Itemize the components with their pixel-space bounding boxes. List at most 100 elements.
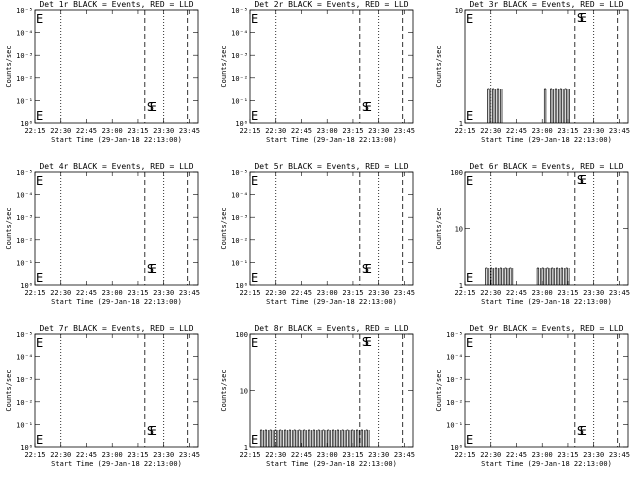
x-tick-label: 23:30 xyxy=(153,451,174,459)
plot-frame xyxy=(464,9,629,124)
x-tick-label: 23:00 xyxy=(532,451,553,459)
x-tick-label: 23:00 xyxy=(532,127,553,135)
start-marker: S xyxy=(362,335,369,349)
y-tick-label: 10⁻² xyxy=(16,237,33,245)
x-tick-label: 22:15 xyxy=(454,127,475,135)
y-tick-label: 10⁻⁵ xyxy=(16,7,33,15)
panel-title: Det 5r BLACK = Events, RED = LLD xyxy=(254,162,408,171)
panel-det-3: Det 3r BLACK = Events, RED = LLD Counts/s… xyxy=(435,0,630,144)
x-axis-label: Start Time (29-Jan-18 22:13:00) xyxy=(266,460,397,468)
y-tick-label: 10⁻³ xyxy=(446,376,463,384)
y-tick-label: 10⁻⁵ xyxy=(231,7,248,15)
x-tick-label: 23:45 xyxy=(179,289,200,297)
y-tick-label: 10⁻² xyxy=(231,237,248,245)
x-tick-label: 22:45 xyxy=(291,127,312,135)
end-marker-top: E xyxy=(466,174,473,188)
y-tick-label: 10⁻² xyxy=(446,399,463,407)
end-marker-mid: E xyxy=(365,335,372,349)
y-axis-label: Counts/sec xyxy=(220,369,228,411)
x-tick-label: 23:15 xyxy=(127,127,148,135)
x-tick-label: 23:00 xyxy=(102,289,123,297)
y-tick-label: 10⁻⁵ xyxy=(16,169,33,177)
end-marker-mid: E xyxy=(150,262,157,276)
x-tick-label: 23:15 xyxy=(557,127,578,135)
panel-title: Det 3r BLACK = Events, RED = LLD xyxy=(469,0,623,9)
y-tick-label: 10⁻³ xyxy=(16,52,33,60)
events-series-segment xyxy=(536,267,570,285)
panel-det-1: Det 1r BLACK = Events, RED = LLD Counts/s… xyxy=(5,0,200,144)
x-tick-label: 22:30 xyxy=(480,451,501,459)
y-tick-label: 10⁻⁴ xyxy=(16,192,33,200)
x-tick-label: 22:30 xyxy=(50,289,71,297)
start-marker: S xyxy=(147,262,154,276)
x-tick-label: 23:30 xyxy=(583,127,604,135)
x-tick-label: 22:45 xyxy=(291,451,312,459)
end-marker: E xyxy=(466,433,473,447)
x-tick-label: 23:00 xyxy=(317,289,338,297)
y-tick-label: 10⁻⁴ xyxy=(446,354,463,362)
y-tick-label: 10 xyxy=(240,388,248,396)
x-tick-label: 23:00 xyxy=(317,127,338,135)
x-axis-label: Start Time (29-Jan-18 22:13:00) xyxy=(481,460,612,468)
y-axis-label: Counts/sec xyxy=(5,45,13,87)
x-axis-label: Start Time (29-Jan-18 22:13:00) xyxy=(51,136,182,144)
x-tick-label: 23:15 xyxy=(342,451,363,459)
x-tick-label: 22:15 xyxy=(24,289,45,297)
y-axis-label: Counts/sec xyxy=(435,45,443,87)
plot-frame xyxy=(34,9,199,124)
x-tick-label: 22:30 xyxy=(50,451,71,459)
y-tick-label: 10⁻⁵ xyxy=(16,331,33,339)
y-tick-label: 1 xyxy=(459,282,463,290)
x-tick-label: 23:30 xyxy=(368,289,389,297)
x-axis-label: Start Time (29-Jan-18 22:13:00) xyxy=(266,136,397,144)
x-tick-label: 23:00 xyxy=(102,127,123,135)
y-tick-label: 10⁻⁴ xyxy=(16,354,33,362)
x-tick-label: 22:45 xyxy=(506,127,527,135)
x-tick-label: 23:00 xyxy=(532,289,553,297)
end-marker-top: E xyxy=(251,174,258,188)
y-tick-label: 10⁰ xyxy=(235,120,248,128)
x-tick-label: 23:15 xyxy=(342,127,363,135)
panel-det-5: Det 5r BLACK = Events, RED = LLD Counts/s… xyxy=(220,162,415,306)
x-tick-label: 22:15 xyxy=(239,451,260,459)
plot-frame xyxy=(464,333,629,448)
x-tick-label: 22:45 xyxy=(506,451,527,459)
y-tick-label: 10⁻² xyxy=(231,75,248,83)
end-marker-top: E xyxy=(36,174,43,188)
end-marker-mid: E xyxy=(150,424,157,438)
x-tick-label: 23:30 xyxy=(583,451,604,459)
x-tick-label: 23:45 xyxy=(609,127,630,135)
start-marker: S xyxy=(577,424,584,438)
panel-title: Det 4r BLACK = Events, RED = LLD xyxy=(39,162,193,171)
end-marker-mid: E xyxy=(580,173,587,187)
x-tick-label: 22:15 xyxy=(454,289,475,297)
end-marker: E xyxy=(251,433,258,447)
y-tick-label: 10⁻¹ xyxy=(231,97,248,105)
x-tick-label: 22:15 xyxy=(239,289,260,297)
x-tick-label: 23:15 xyxy=(127,289,148,297)
start-marker: S xyxy=(577,11,584,25)
panel-title: Det 7r BLACK = Events, RED = LLD xyxy=(39,324,193,333)
y-tick-label: 100 xyxy=(450,169,463,177)
x-tick-label: 23:15 xyxy=(342,289,363,297)
y-tick-label: 10⁻³ xyxy=(16,214,33,222)
panel-title: Det 8r BLACK = Events, RED = LLD xyxy=(254,324,408,333)
x-tick-label: 22:15 xyxy=(239,127,260,135)
x-tick-label: 22:45 xyxy=(76,127,97,135)
x-tick-label: 22:45 xyxy=(76,451,97,459)
x-tick-label: 23:45 xyxy=(179,127,200,135)
end-marker-top: E xyxy=(251,12,258,26)
end-marker-top: E xyxy=(36,12,43,26)
x-tick-label: 23:45 xyxy=(179,451,200,459)
y-axis-label: Counts/sec xyxy=(220,207,228,249)
start-marker: S xyxy=(362,262,369,276)
end-marker: E xyxy=(466,109,473,123)
x-tick-label: 22:30 xyxy=(480,127,501,135)
y-tick-label: 10⁻¹ xyxy=(231,259,248,267)
plot-frame xyxy=(249,9,414,124)
x-tick-label: 22:45 xyxy=(291,289,312,297)
y-tick-label: 10⁻⁴ xyxy=(16,30,33,38)
x-axis-label: Start Time (29-Jan-18 22:13:00) xyxy=(51,298,182,306)
panel-title: Det 1r BLACK = Events, RED = LLD xyxy=(39,0,193,9)
x-tick-label: 22:30 xyxy=(480,289,501,297)
